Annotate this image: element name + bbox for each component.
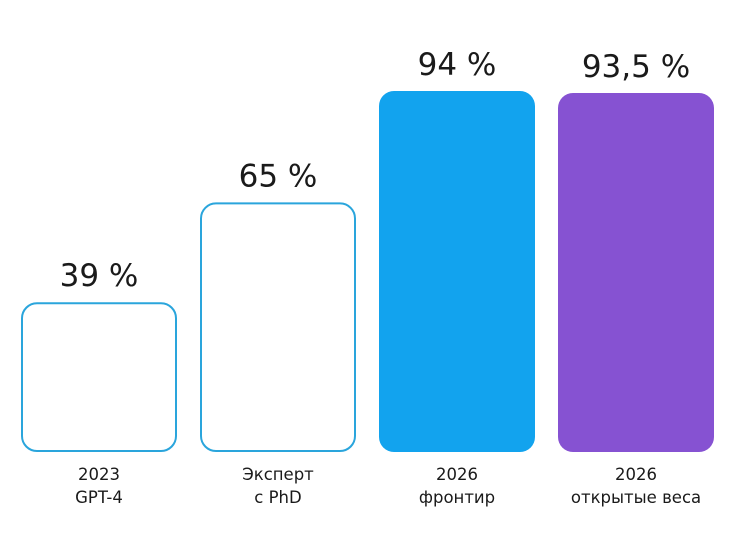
category-label-2-line-1: фронтир — [419, 488, 495, 507]
category-label-0-line-0: 2023 — [78, 465, 120, 484]
category-label-0-line-1: GPT-4 — [75, 488, 123, 507]
value-label-1: 65 % — [239, 158, 318, 194]
category-label-1-line-1: с PhD — [254, 488, 301, 507]
value-label-3: 93,5 % — [582, 49, 690, 85]
bar-1 — [200, 202, 356, 452]
category-label-3-line-0: 2026 — [615, 465, 657, 484]
bar-2 — [379, 91, 535, 452]
value-label-0: 39 % — [60, 258, 139, 294]
bar-0 — [21, 302, 177, 452]
category-label-3-line-1: открытые веса — [571, 488, 701, 507]
bar-3 — [558, 92, 714, 453]
category-label-2-line-0: 2026 — [436, 465, 478, 484]
value-label-2: 94 % — [418, 47, 497, 83]
category-label-1-line-0: Эксперт — [242, 465, 314, 484]
